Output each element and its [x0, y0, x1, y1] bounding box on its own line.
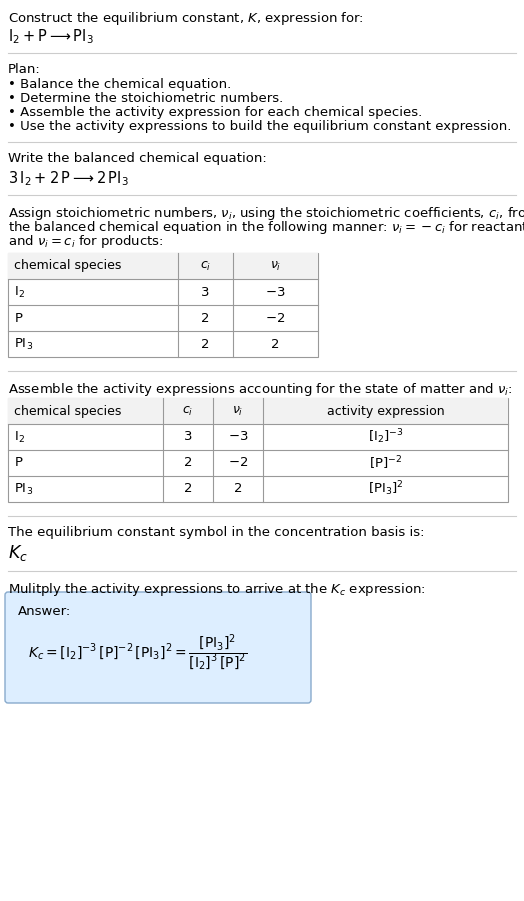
Text: $\mathrm{I_2}$: $\mathrm{I_2}$: [14, 285, 25, 299]
Text: $\mathrm{3\,I_2 + 2\,P \longrightarrow 2\,PI_3}$: $\mathrm{3\,I_2 + 2\,P \longrightarrow 2…: [8, 169, 129, 187]
Text: $[\mathrm{P}]^{-2}$: $[\mathrm{P}]^{-2}$: [369, 454, 402, 472]
Text: $-3$: $-3$: [265, 286, 286, 298]
Text: 2: 2: [184, 483, 192, 496]
Text: 2: 2: [184, 457, 192, 469]
Text: and $\nu_i = c_i$ for products:: and $\nu_i = c_i$ for products:: [8, 233, 163, 250]
Text: 2: 2: [234, 483, 242, 496]
Text: $\mathrm{PI_3}$: $\mathrm{PI_3}$: [14, 336, 33, 351]
Bar: [8, 398, 508, 424]
Text: • Determine the stoichiometric numbers.: • Determine the stoichiometric numbers.: [8, 92, 283, 105]
Text: $\mathrm{I_2 + P \longrightarrow PI_3}$: $\mathrm{I_2 + P \longrightarrow PI_3}$: [8, 27, 94, 46]
Text: chemical species: chemical species: [14, 405, 122, 417]
Text: Plan:: Plan:: [8, 63, 41, 76]
Text: the balanced chemical equation in the following manner: $\nu_i = -c_i$ for react: the balanced chemical equation in the fo…: [8, 219, 524, 236]
Text: 3: 3: [201, 286, 210, 298]
Text: 2: 2: [201, 312, 210, 324]
Text: $[\mathrm{I_2}]^{-3}$: $[\mathrm{I_2}]^{-3}$: [368, 428, 403, 446]
Text: Construct the equilibrium constant, $K$, expression for:: Construct the equilibrium constant, $K$,…: [8, 10, 364, 27]
Text: $K_c = [\mathrm{I_2}]^{-3}\,[\mathrm{P}]^{-2}\,[\mathrm{PI_3}]^{2}$$ = \dfrac{[\: $K_c = [\mathrm{I_2}]^{-3}\,[\mathrm{P}]…: [28, 633, 247, 673]
Text: The equilibrium constant symbol in the concentration basis is:: The equilibrium constant symbol in the c…: [8, 526, 424, 539]
Bar: [8, 253, 318, 279]
Bar: [8, 253, 318, 357]
Text: activity expression: activity expression: [326, 405, 444, 417]
Text: $\mathrm{P}$: $\mathrm{P}$: [14, 457, 24, 469]
Text: Assemble the activity expressions accounting for the state of matter and $\nu_i$: Assemble the activity expressions accoun…: [8, 381, 512, 398]
Text: $K_c$: $K_c$: [8, 543, 28, 563]
Text: • Balance the chemical equation.: • Balance the chemical equation.: [8, 78, 231, 91]
Text: $[\mathrm{PI_3}]^{2}$: $[\mathrm{PI_3}]^{2}$: [368, 479, 403, 498]
Text: $\mathrm{PI_3}$: $\mathrm{PI_3}$: [14, 481, 33, 496]
Text: • Use the activity expressions to build the equilibrium constant expression.: • Use the activity expressions to build …: [8, 120, 511, 133]
Text: $-2$: $-2$: [265, 312, 286, 324]
Text: $\nu_i$: $\nu_i$: [270, 259, 281, 272]
Bar: [8, 398, 508, 502]
Text: 2: 2: [271, 338, 280, 350]
Text: $\mathrm{P}$: $\mathrm{P}$: [14, 312, 24, 324]
Text: $\nu_i$: $\nu_i$: [232, 405, 244, 417]
Text: $c_i$: $c_i$: [182, 405, 194, 417]
Text: Assign stoichiometric numbers, $\nu_i$, using the stoichiometric coefficients, $: Assign stoichiometric numbers, $\nu_i$, …: [8, 205, 524, 222]
Text: • Assemble the activity expression for each chemical species.: • Assemble the activity expression for e…: [8, 106, 422, 119]
Text: $-3$: $-3$: [228, 431, 248, 443]
Text: $\mathrm{I_2}$: $\mathrm{I_2}$: [14, 430, 25, 444]
Text: $c_i$: $c_i$: [200, 259, 211, 272]
Text: Answer:: Answer:: [18, 605, 71, 618]
FancyBboxPatch shape: [5, 592, 311, 703]
Text: 2: 2: [201, 338, 210, 350]
Text: 3: 3: [184, 431, 192, 443]
Text: $-2$: $-2$: [228, 457, 248, 469]
Text: Mulitply the activity expressions to arrive at the $K_c$ expression:: Mulitply the activity expressions to arr…: [8, 581, 426, 598]
Text: Write the balanced chemical equation:: Write the balanced chemical equation:: [8, 152, 267, 165]
Text: chemical species: chemical species: [14, 259, 122, 272]
